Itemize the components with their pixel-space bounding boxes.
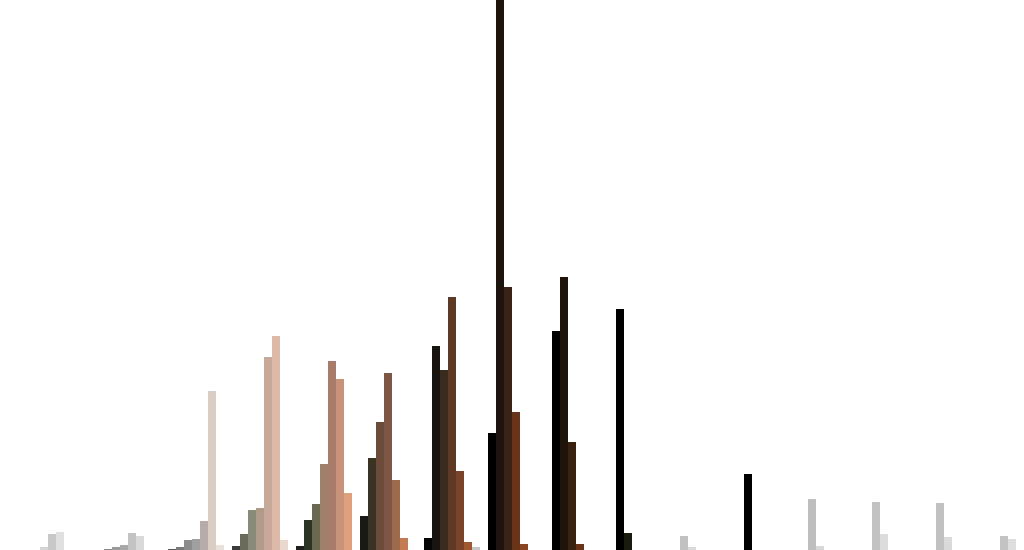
histogram-bar	[200, 521, 208, 550]
histogram-bar	[1000, 536, 1008, 550]
histogram-bar	[680, 536, 688, 550]
histogram-bar	[376, 422, 384, 550]
histogram-bar	[808, 499, 816, 550]
histogram-bar	[872, 502, 880, 550]
histogram-bar	[552, 331, 560, 550]
histogram-bar	[48, 534, 56, 550]
histogram-bar	[216, 545, 224, 550]
histogram-bar	[392, 480, 400, 550]
histogram-bar	[424, 538, 432, 550]
histogram-bar	[1008, 539, 1016, 550]
histogram-bar	[576, 544, 584, 550]
histogram-bar	[400, 538, 408, 550]
histogram-bar	[744, 474, 752, 550]
histogram-bar	[560, 277, 568, 550]
histogram-bar	[320, 464, 328, 550]
histogram-bar	[208, 391, 216, 550]
histogram-bar	[336, 379, 344, 550]
histogram-bar	[280, 540, 288, 550]
histogram-bar	[384, 373, 392, 550]
histogram-bar	[440, 370, 448, 550]
histogram-bar	[240, 534, 248, 550]
histogram-bar	[112, 547, 120, 550]
histogram-bar	[56, 532, 64, 550]
histogram-bar	[192, 539, 200, 550]
histogram-bar	[520, 544, 528, 550]
histogram-bar	[816, 546, 824, 550]
histogram-bar	[472, 547, 480, 550]
histogram-bar	[688, 547, 696, 550]
histogram-bar	[232, 546, 240, 550]
histogram-bar	[936, 503, 944, 550]
histogram-bar	[344, 493, 352, 550]
histogram-bar	[624, 533, 632, 550]
histogram-bar	[184, 540, 192, 550]
histogram-bar	[488, 433, 496, 550]
histogram-bar	[944, 537, 952, 550]
histogram-bar	[312, 504, 320, 550]
histogram-bar	[464, 542, 472, 550]
histogram-bar	[368, 458, 376, 550]
histogram-bar	[272, 336, 280, 550]
histogram-bar	[248, 510, 256, 550]
histogram-bar	[128, 533, 136, 550]
histogram-bar	[304, 520, 312, 550]
histogram-bar	[512, 412, 520, 550]
histogram-bar	[296, 546, 304, 550]
histogram-bar	[568, 442, 576, 550]
bar-layer	[40, 0, 1016, 550]
histogram-bar	[496, 0, 504, 550]
histogram-bar	[456, 471, 464, 550]
histogram-bar	[176, 547, 184, 550]
histogram-bar	[432, 346, 440, 550]
histogram-bar	[616, 309, 624, 550]
histogram-bar	[360, 516, 368, 550]
histogram-bar	[40, 547, 48, 550]
histogram-bar	[504, 287, 512, 550]
histogram-bar	[328, 361, 336, 550]
histogram-bar	[256, 508, 264, 550]
histogram-bar	[136, 536, 144, 550]
histogram-bar	[448, 297, 456, 550]
histogram-bar	[880, 534, 888, 550]
histogram-bar	[264, 357, 272, 550]
histogram-bar	[120, 545, 128, 550]
